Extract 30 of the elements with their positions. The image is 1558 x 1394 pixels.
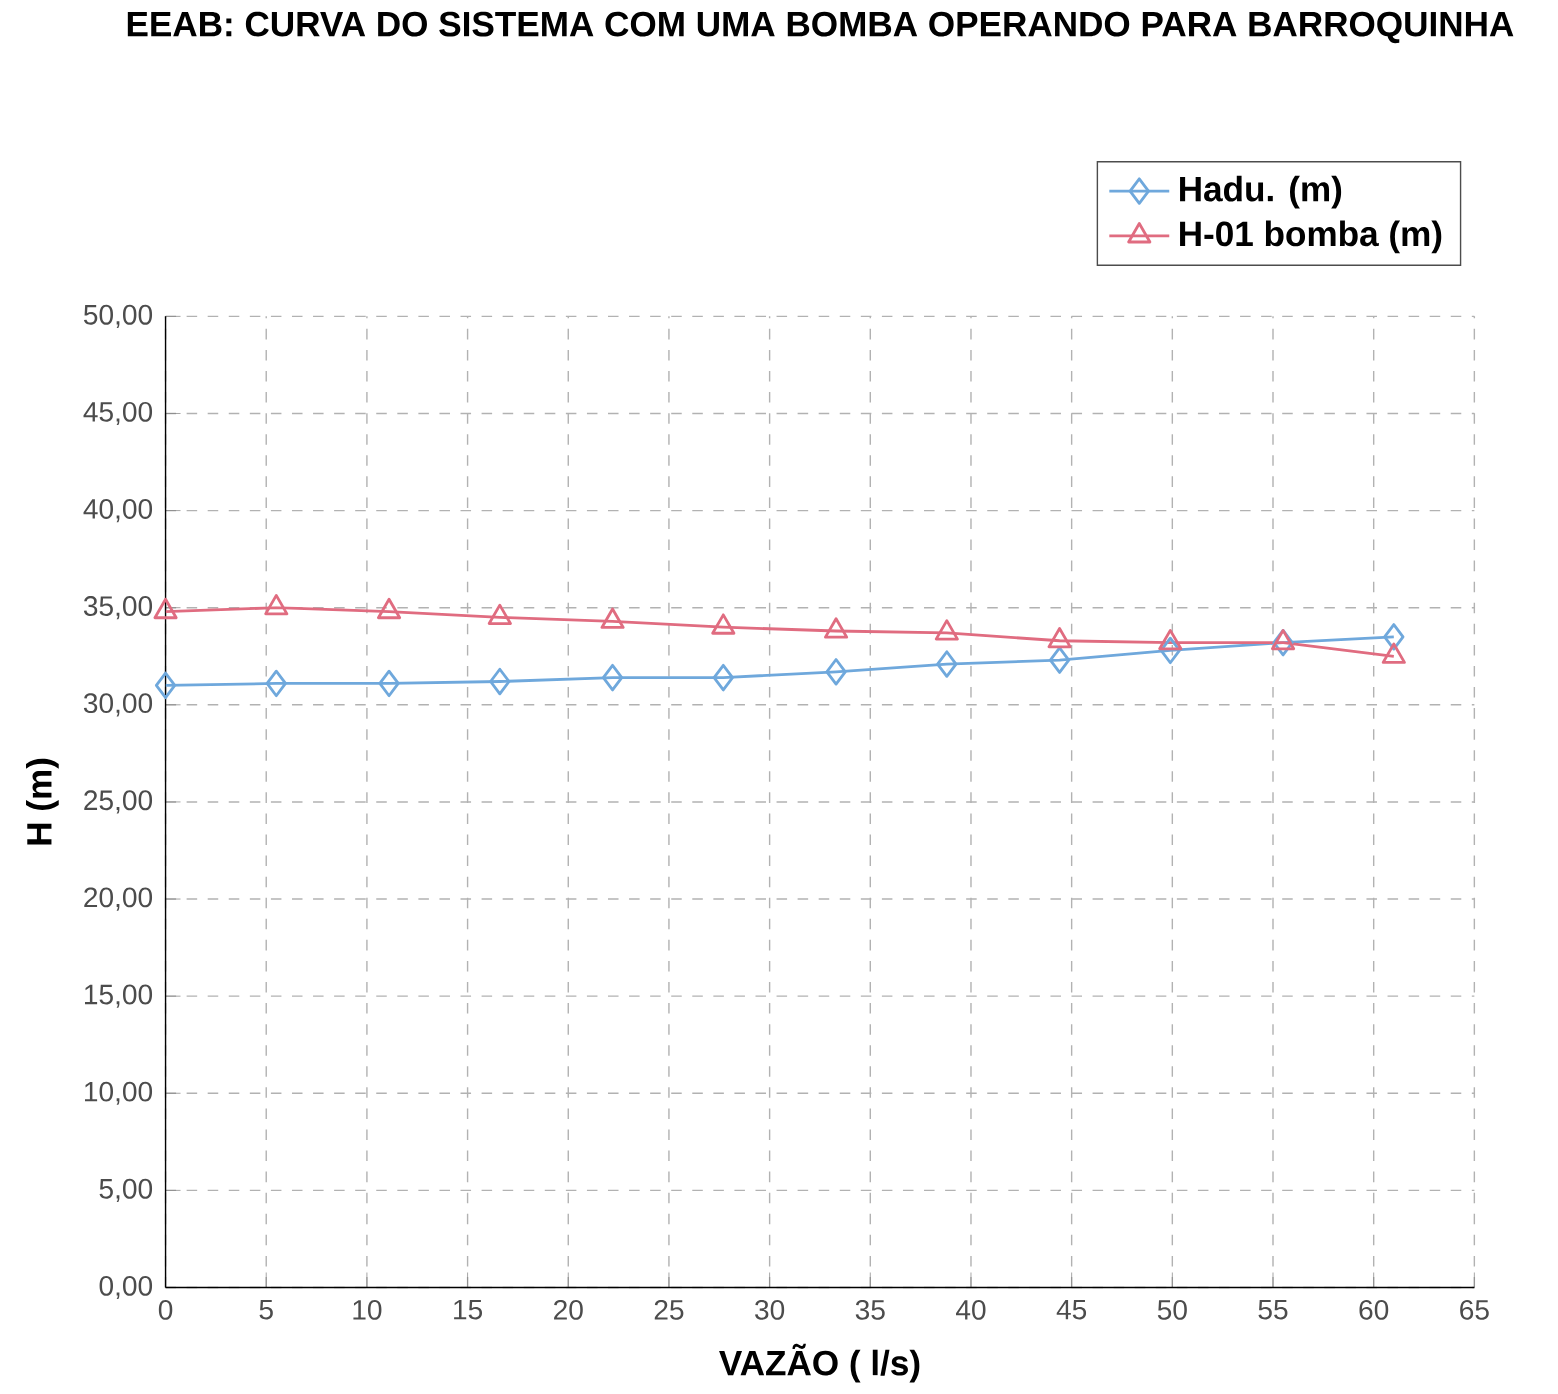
y-tick-label: 40,00: [83, 498, 153, 523]
x-tick-label: 65: [1460, 1299, 1489, 1320]
x-tick-label: 50: [1157, 1299, 1187, 1320]
y-axis-title: H (m): [26, 758, 59, 845]
y-tick-label: 50,00: [83, 304, 153, 328]
y-tick-label: 10,00: [85, 1081, 153, 1105]
legend-label: H-01 bomba (m): [1180, 220, 1442, 254]
x-tick-label: 25: [654, 1299, 684, 1320]
x-tick-label: 10: [353, 1299, 382, 1320]
y-tick-label: 15,00: [85, 984, 153, 1008]
x-axis-title: VAZÃO ( l/s): [719, 1343, 920, 1383]
y-tick-label: 45,00: [83, 401, 153, 426]
y-tick-label: 5,00: [99, 1178, 153, 1202]
y-tick-label: 20,00: [84, 887, 153, 911]
x-tick-label: 55: [1258, 1299, 1288, 1320]
chart-title: EEAB: CURVA DO SISTEMA COM UMA BOMBA OPERANDO PARA BARROQUINHA: [127, 11, 1514, 44]
x-tick-label: 15: [454, 1299, 483, 1320]
y-tick-label: 35,00: [83, 596, 153, 620]
x-tick-label: 40: [956, 1299, 986, 1320]
x-tick-label: 45: [1056, 1299, 1087, 1320]
x-tick-label: 30: [755, 1299, 785, 1320]
y-tick-label: 0,00: [99, 1275, 153, 1300]
y-tick-label: 30,00: [83, 693, 153, 717]
x-tick-label: 60: [1359, 1299, 1389, 1320]
legend-label: Hadu. (m): [1180, 175, 1342, 209]
x-tick-label: 0: [158, 1299, 173, 1320]
x-tick-label: 5: [259, 1299, 273, 1320]
x-tick-label: 20: [554, 1299, 583, 1320]
y-tick-label: 25,00: [84, 790, 153, 814]
x-tick-label: 35: [855, 1299, 885, 1320]
